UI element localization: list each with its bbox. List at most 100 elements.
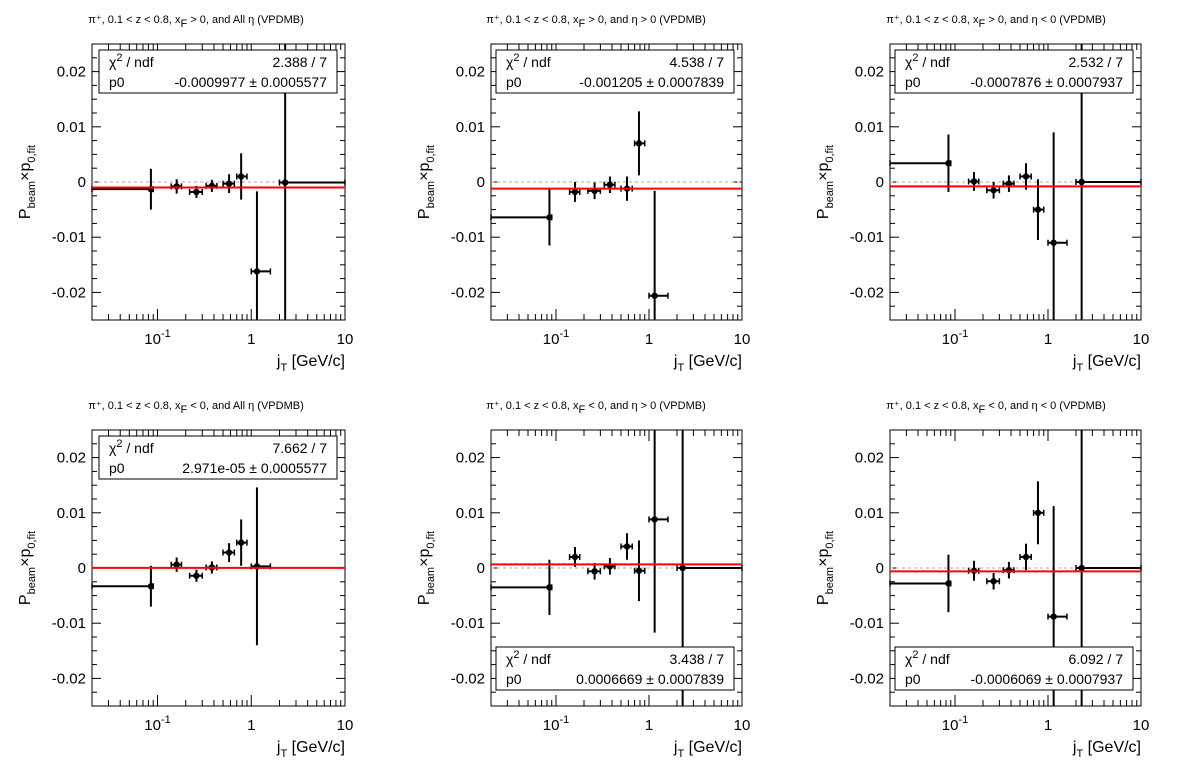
stats-box: χ2 / ndf 2.388 / 7 p0 -0.0009977 ± 0.000557… [98, 49, 338, 94]
stats-box: χ2 / ndf 2.532 / 7 p0 -0.0007876 ± 0.000793… [894, 49, 1134, 94]
y-axis-label: Pbeam×p0,fit [17, 145, 38, 219]
data-point [170, 179, 183, 194]
data-point [587, 563, 602, 580]
stats-box: χ2 / ndf 7.662 / 7 p0 2.971e-05 ± 0.0005577 [98, 435, 338, 480]
x-tick-label: 1 [645, 331, 653, 348]
y-axis-label: Pbeam×p0,fit [815, 531, 836, 605]
marker [571, 188, 579, 196]
data-point [889, 134, 952, 192]
data-point [490, 189, 553, 246]
x-tick-label: 10 [337, 331, 354, 348]
stats-frame [495, 49, 735, 94]
data-point [250, 487, 272, 646]
data-point [587, 182, 602, 200]
data-point [170, 557, 183, 572]
x-tick-label: 1 [1044, 717, 1052, 734]
x-axis-label: jT [GeV/c] [673, 739, 742, 760]
marker [281, 179, 289, 186]
data-point [967, 172, 980, 191]
p0-value: -0.0006069 ± 0.0007937 [971, 671, 1124, 687]
y-tick-label: 0.01 [456, 505, 485, 522]
chart-panel-4: π⁺, 0.1 < z < 0.8, xF < 0, and All η (VP… [17, 400, 353, 760]
marker [945, 580, 952, 587]
data-point [986, 182, 1001, 199]
marker [635, 140, 643, 147]
x-tick-label: 1 [1044, 331, 1052, 348]
chi2-value: 2.532 / 7 [1069, 54, 1124, 70]
chart-panel-2: π⁺, 0.1 < z < 0.8, xF > 0, and η > 0 (VP… [416, 14, 750, 374]
p0-value: -0.001205 ± 0.0007839 [579, 74, 724, 90]
y-tick-label: 0.01 [855, 505, 884, 522]
marker [1022, 553, 1030, 561]
data-point [1002, 561, 1015, 579]
marker [1005, 567, 1013, 574]
x-axis-label: jT [GeV/c] [276, 739, 345, 760]
panel-title: π⁺, 0.1 < z < 0.8, xF < 0, and η < 0 (VP… [886, 400, 1105, 416]
x-axis-label: jT [GeV/c] [1072, 353, 1141, 374]
data-point [986, 572, 1001, 590]
p0-label: p0 [109, 460, 125, 476]
marker [546, 584, 553, 591]
y-tick-label: 0.01 [57, 119, 86, 136]
data-point [91, 565, 155, 607]
x-tick-label: 10-1 [942, 714, 968, 734]
y-tick-label: 0 [477, 174, 485, 191]
chart-panel-5: π⁺, 0.1 < z < 0.8, xF < 0, and η > 0 (VP… [416, 400, 750, 760]
y-tick-label: 0.01 [855, 119, 884, 136]
data-point [222, 543, 236, 562]
stats-box: χ2 / ndf 3.438 / 7 p0 0.0006669 ± 0.0007839 [495, 646, 735, 691]
data-point [1002, 175, 1015, 192]
marker [237, 173, 245, 180]
y-tick-label: -0.02 [850, 670, 884, 687]
marker [1022, 173, 1030, 180]
y-tick-label: 0.02 [855, 64, 884, 81]
y-tick-label: 0.02 [57, 64, 86, 81]
marker [1050, 239, 1057, 246]
marker [253, 268, 261, 275]
y-tick-label: -0.01 [52, 229, 86, 246]
panel-title: π⁺, 0.1 < z < 0.8, xF > 0, and η > 0 (VP… [486, 14, 705, 30]
y-axis-label: Pbeam×p0,fit [815, 145, 836, 219]
marker [651, 516, 658, 523]
p0-label: p0 [109, 74, 125, 90]
y-tick-label: 0.02 [456, 450, 485, 467]
p0-label: p0 [905, 671, 921, 687]
marker [990, 187, 997, 194]
x-tick-label: 10-1 [942, 328, 968, 348]
x-tick-label: 10 [1133, 331, 1150, 348]
y-tick-label: 0.01 [57, 505, 86, 522]
data-point [235, 153, 248, 200]
y-axis-label: Pbeam×p0,fit [17, 531, 38, 605]
data-point [1032, 179, 1045, 240]
x-tick-label: 10 [337, 717, 354, 734]
chi2-value: 2.388 / 7 [273, 54, 328, 70]
x-axis-label: jT [GeV/c] [1072, 739, 1141, 760]
marker [970, 178, 978, 185]
x-tick-label: 10 [1133, 717, 1150, 734]
x-axis-label: jT [GeV/c] [673, 353, 742, 374]
data-point [222, 174, 236, 194]
data-point [490, 559, 553, 615]
marker [147, 583, 155, 590]
marker [606, 181, 614, 188]
x-tick-label: 1 [247, 717, 255, 734]
y-tick-label: 0 [78, 560, 86, 577]
y-tick-label: 0.02 [456, 64, 485, 81]
chi2-label: χ2 / ndf [506, 649, 551, 667]
marker [1078, 564, 1085, 572]
stats-frame [894, 646, 1134, 691]
chi2-value: 7.662 / 7 [273, 440, 328, 456]
chi2-label: χ2 / ndf [109, 438, 154, 456]
marker [1005, 180, 1013, 187]
marker [1050, 613, 1057, 620]
y-tick-label: 0.02 [57, 450, 86, 467]
p0-value: -0.0009977 ± 0.0005577 [175, 74, 328, 90]
data-point [91, 168, 155, 210]
marker [635, 567, 643, 574]
y-axis-label: Pbeam×p0,fit [416, 531, 437, 605]
chi2-label: χ2 / ndf [506, 52, 551, 70]
chi2-label: χ2 / ndf [905, 649, 950, 667]
chi2-label: χ2 / ndf [905, 52, 950, 70]
data-point [235, 519, 248, 566]
marker [1034, 206, 1042, 213]
